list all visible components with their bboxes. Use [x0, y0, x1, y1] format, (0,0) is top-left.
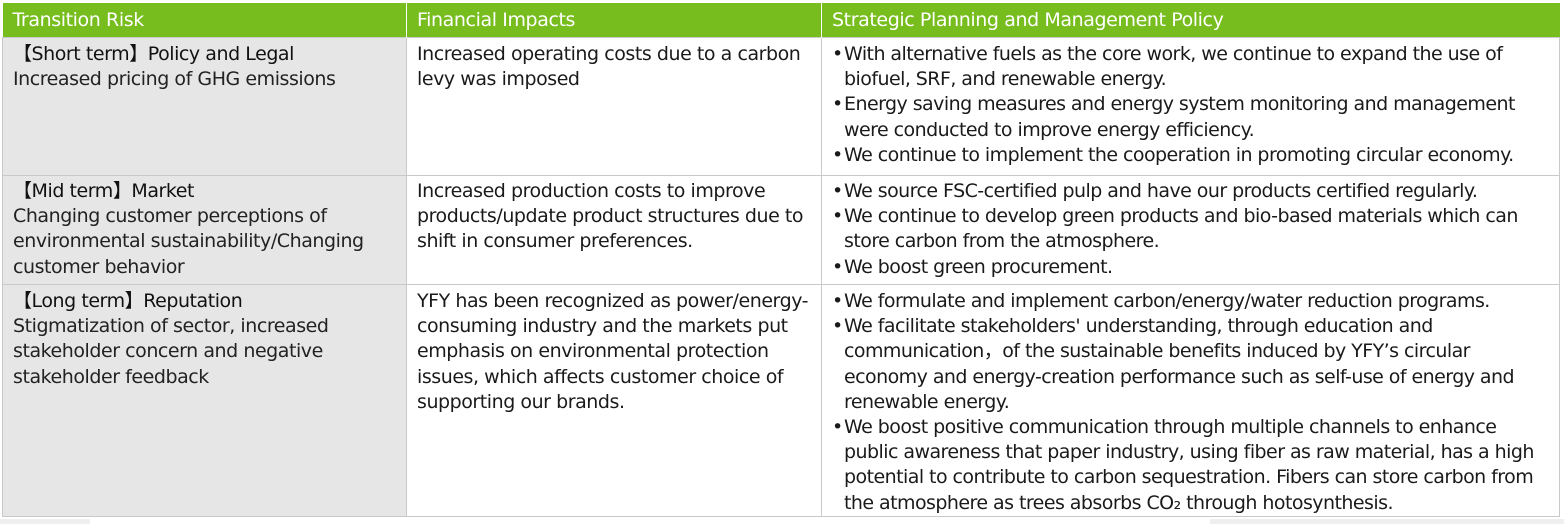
risk-description: Increased pricing of GHG emissions: [13, 68, 336, 91]
table-bottom-right-edge: [1210, 519, 1564, 524]
policy-item: We formulate and implement carbon/energy…: [832, 289, 1555, 314]
risk-cell: 【Long term】Reputation Stigmatization of …: [2, 284, 407, 517]
header-strategic-policy: Strategic Planning and Management Policy: [821, 3, 1560, 38]
table-bottom-left-edge: [0, 519, 90, 524]
table-row: 【Long term】Reputation Stigmatization of …: [2, 284, 1560, 517]
policy-item: We facilitate stakeholders' understandin…: [832, 314, 1555, 415]
header-transition-risk: Transition Risk: [2, 3, 407, 38]
risk-title: 【Short term】Policy and Legal: [13, 43, 294, 65]
policy-list: With alternative fuels as the core work,…: [832, 42, 1555, 168]
policy-cell: With alternative fuels as the core work,…: [821, 37, 1560, 176]
risk-description: Changing customer perceptions of environ…: [13, 205, 364, 278]
policy-item: With alternative fuels as the core work,…: [832, 42, 1555, 92]
table-row: 【Mid term】Market Changing customer perce…: [2, 175, 1560, 285]
policy-item: We continue to develop green products an…: [832, 204, 1555, 254]
table-row: 【Short term】Policy and Legal Increased p…: [2, 37, 1560, 176]
policy-item: We continue to implement the cooperation…: [832, 143, 1555, 168]
transition-risk-table: Transition Risk Financial Impacts Strate…: [2, 3, 1560, 517]
policy-item: We source FSC-certified pulp and have ou…: [832, 179, 1555, 204]
policy-item: Energy saving measures and energy system…: [832, 92, 1555, 142]
policy-item: We boost positive communication through …: [832, 415, 1555, 515]
financial-impact-cell: Increased production costs to improve pr…: [406, 175, 822, 285]
risk-title: 【Mid term】Market: [13, 180, 195, 202]
financial-impact-cell: YFY has been recognized as power/energy-…: [406, 284, 822, 517]
policy-item: We boost green procurement.: [832, 255, 1555, 280]
header-financial-impacts: Financial Impacts: [406, 3, 822, 38]
table-header-row: Transition Risk Financial Impacts Strate…: [2, 3, 1560, 38]
financial-impact-cell: Increased operating costs due to a carbo…: [406, 37, 822, 176]
risk-cell: 【Mid term】Market Changing customer perce…: [2, 175, 407, 285]
policy-cell: We source FSC-certified pulp and have ou…: [821, 175, 1560, 285]
policy-list: We formulate and implement carbon/energy…: [832, 289, 1555, 516]
risk-cell: 【Short term】Policy and Legal Increased p…: [2, 37, 407, 176]
risk-title: 【Long term】Reputation: [13, 290, 243, 312]
policy-list: We source FSC-certified pulp and have ou…: [832, 179, 1555, 280]
risk-description: Stigmatization of sector, increased stak…: [13, 315, 329, 388]
policy-cell: We formulate and implement carbon/energy…: [821, 284, 1560, 517]
